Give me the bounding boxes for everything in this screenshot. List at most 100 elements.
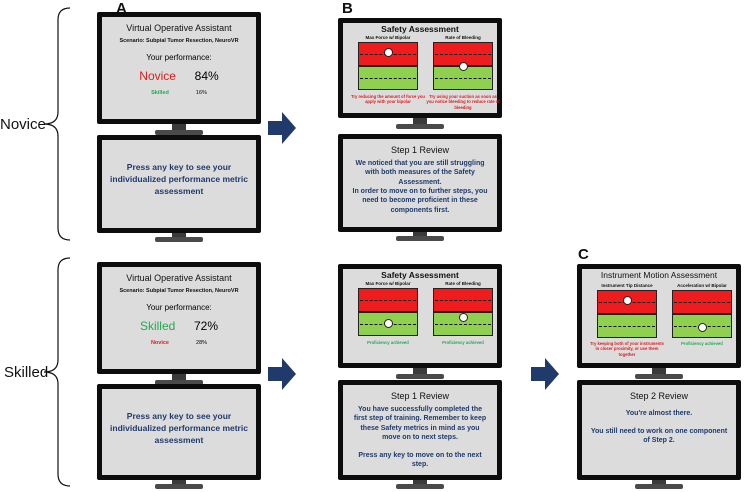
monitor-base: [396, 484, 444, 489]
main-performance: Novice 84%: [102, 69, 256, 83]
monitor-stand: [172, 480, 186, 485]
metric-label: Rate of Bleeding: [445, 281, 481, 286]
monitor-review1-novice: Step 1 Review We noticed that you are st…: [338, 134, 502, 232]
review-message: Press any key to move on to the next ste…: [358, 452, 482, 469]
metric-feedback: Try keeping both of your instruments in …: [590, 341, 664, 357]
assistant-title: Virtual Operative Assistant: [126, 23, 232, 33]
monitor-base: [396, 374, 444, 379]
monitor-press-key-skilled: Press any key to see your individualized…: [97, 384, 261, 480]
monitor-stand: [413, 480, 427, 485]
meter-tip-distance: [597, 290, 657, 338]
novice-brace: [43, 7, 71, 241]
alt-performance-pct: 16%: [195, 90, 207, 96]
alt-performance-label: Skilled: [151, 90, 169, 96]
meter-max-force: [358, 288, 418, 336]
metric-label: Max Force w/ Bipolar: [365, 281, 411, 286]
review-message: You have successfully completed the firs…: [353, 406, 487, 442]
metric-feedback: Try using your suction as soon as you no…: [426, 94, 500, 110]
monitor-press-key-novice: Press any key to see your individualized…: [97, 135, 261, 233]
review-title: Step 1 Review: [390, 391, 450, 401]
panel-letter-c: C: [578, 246, 589, 263]
screen: Safety Assessment Max Force w/ Bipolar R…: [343, 269, 497, 363]
alt-performance: Skilled 16%: [102, 90, 256, 96]
alt-performance: Novice 28%: [102, 340, 256, 346]
monitor-base: [155, 380, 203, 385]
meter-acceleration: [672, 290, 732, 338]
scenario-label: Scenario: Subpial Tumor Resection, Neuro…: [119, 288, 239, 294]
meter-dot: [697, 323, 707, 333]
monitor-review2: Step 2 Review You're almost there. You s…: [577, 380, 741, 480]
meter-dot: [458, 61, 468, 71]
screen: Press any key to see your individualized…: [102, 140, 256, 228]
review-message: In order to move on to further steps, yo…: [352, 188, 488, 214]
meter-dot: [458, 313, 468, 323]
main-performance-label: Skilled: [139, 319, 176, 333]
meter-bleeding: [433, 42, 493, 90]
monitor-stand: [413, 232, 427, 238]
screen: Instrument Motion Assessment Instrument …: [582, 269, 736, 363]
metric-feedback: Try reducing the amount of force you app…: [351, 94, 425, 105]
alt-performance-label: Novice: [150, 340, 169, 346]
metric-label: Max Force w/ Bipolar: [365, 35, 411, 40]
press-key-message: Press any key to see your individualized…: [110, 162, 248, 196]
monitor-safety-novice: Safety Assessment Max Force w/ Bipolar R…: [338, 18, 502, 118]
monitor-assistant-skilled: Virtual Operative Assistant Scenario: Su…: [97, 262, 261, 374]
review-message: You're almost there.: [625, 410, 693, 417]
screen: Virtual Operative Assistant Scenario: Su…: [102, 267, 256, 369]
monitor-stand: [413, 118, 427, 125]
meter-dot: [383, 47, 393, 57]
arrow-icon: [268, 358, 296, 390]
metric-label: Acceleration w/ Bipolar: [677, 283, 727, 288]
review-message: You still need to work on one component …: [590, 428, 728, 445]
monitor-base: [635, 484, 683, 489]
screen: Step 1 Review You have successfully comp…: [343, 385, 497, 475]
screen: Press any key to see your individualized…: [102, 389, 256, 475]
motion-title: Instrument Motion Assessment: [600, 270, 718, 280]
screen: Step 1 Review We noticed that you are st…: [343, 139, 497, 227]
review-message: We noticed that you are still struggling…: [355, 160, 485, 186]
screen: Step 2 Review You're almost there. You s…: [582, 385, 736, 475]
monitor-stand: [413, 368, 427, 375]
main-performance-pct: 84%: [194, 69, 219, 83]
screen: Virtual Operative Assistant Scenario: Su…: [102, 17, 256, 119]
metric-feedback: Proficiency achieved: [442, 340, 484, 345]
monitor-base: [396, 124, 444, 129]
row-label-skilled: Skilled: [4, 364, 49, 381]
monitor-safety-skilled: Safety Assessment Max Force w/ Bipolar R…: [338, 264, 502, 368]
safety-title: Safety Assessment: [381, 270, 459, 280]
panel-letter-a: A: [116, 0, 127, 17]
main-performance-label: Novice: [139, 69, 176, 83]
monitor-assistant-novice: Virtual Operative Assistant Scenario: Su…: [97, 12, 261, 124]
monitor-stand: [172, 233, 186, 239]
monitor-stand: [652, 368, 666, 375]
monitor-base: [635, 374, 683, 379]
monitor-base: [396, 236, 444, 241]
review-title: Step 2 Review: [629, 391, 689, 401]
panel-letter-b: B: [342, 0, 353, 17]
arrow-icon: [268, 112, 296, 144]
monitor-stand: [652, 480, 666, 485]
metric-label: Rate of Bleeding: [445, 35, 481, 40]
metric-feedback: Proficiency achieved: [367, 340, 409, 345]
meter-dot: [383, 319, 393, 329]
arrow-icon: [531, 358, 559, 390]
meter-dot: [622, 295, 632, 305]
review-title: Step 1 Review: [390, 145, 450, 155]
meter-bleeding: [433, 288, 493, 336]
metric-label: Instrument Tip Distance: [601, 283, 653, 288]
monitor-review1-skilled: Step 1 Review You have successfully comp…: [338, 380, 502, 480]
safety-title: Safety Assessment: [381, 24, 459, 34]
monitor-base: [155, 484, 203, 489]
monitor-stand: [172, 124, 186, 131]
performance-label: Your performance:: [146, 53, 212, 62]
monitor-base: [155, 130, 203, 135]
press-key-message: Press any key to see your individualized…: [110, 411, 248, 445]
row-label-novice: Novice: [0, 116, 46, 133]
metric-feedback: Proficiency achieved: [681, 341, 723, 346]
monitor-stand: [172, 374, 186, 381]
alt-performance-pct: 28%: [196, 340, 208, 346]
scenario-label: Scenario: Subpial Tumor Resection, Neuro…: [119, 38, 239, 44]
main-performance-pct: 72%: [194, 319, 219, 333]
screen: Safety Assessment Max Force w/ Bipolar R…: [343, 23, 500, 113]
main-performance: Skilled 72%: [102, 319, 256, 333]
